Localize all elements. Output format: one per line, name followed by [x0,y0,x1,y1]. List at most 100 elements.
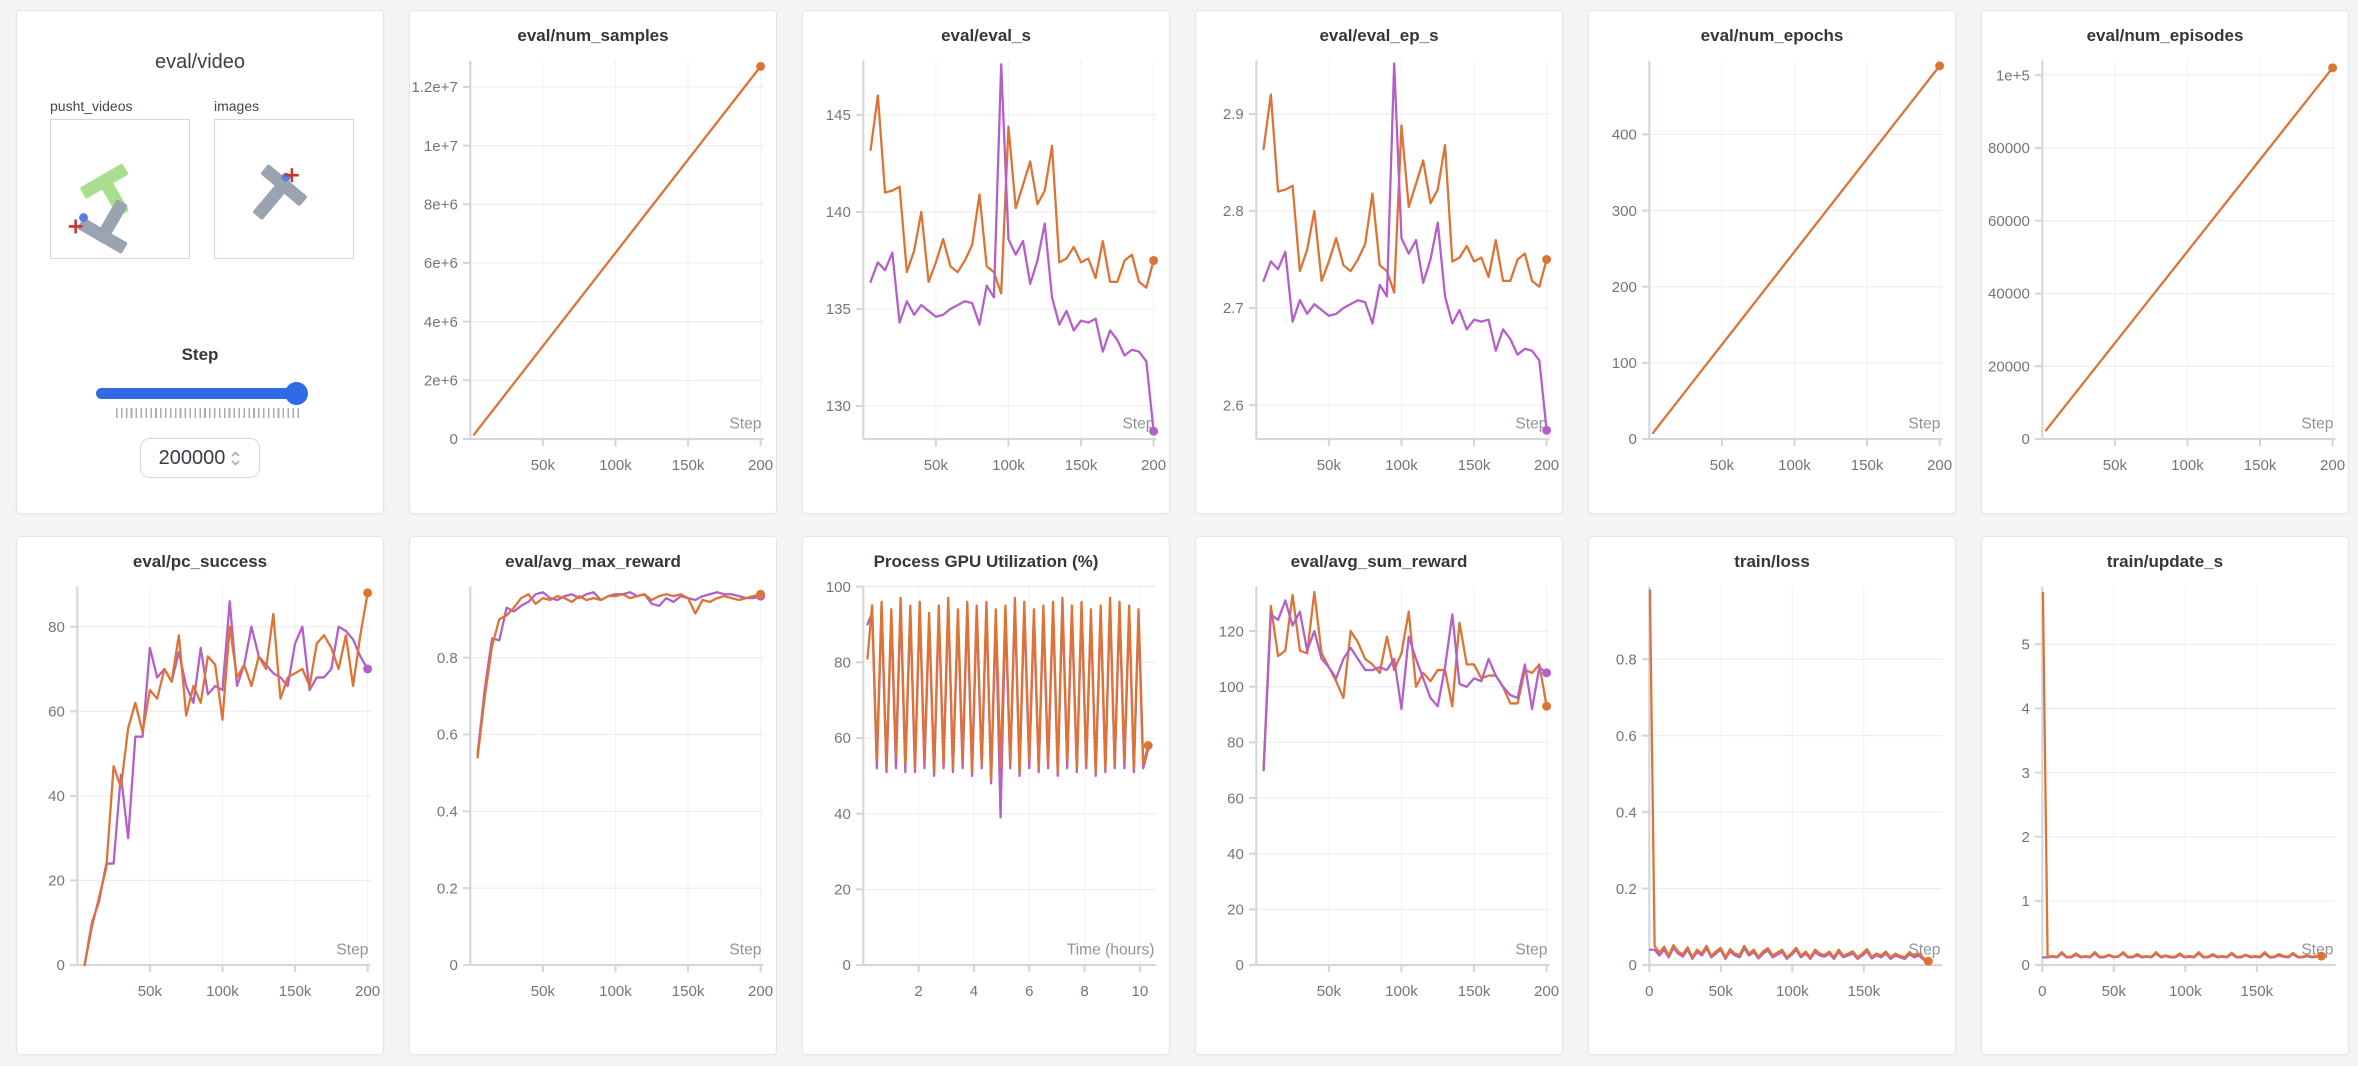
step-number-input[interactable]: 200000 [140,438,260,478]
chart-title: train/loss [1734,552,1810,571]
svg-text:100: 100 [1219,679,1244,696]
panel-eval-avg-sum-reward[interactable]: eval/avg_sum_reward 0 20 40 60 80 100 120 50k 100… [1195,536,1563,1055]
gridlines [1649,60,1943,440]
tick-labels: 0 1 2 3 4 5 0 50k 100k 150k [2021,636,2273,1000]
tick-labels: 130 135 140 145 50k 100k 150k 200 [826,107,1167,474]
tick-labels: 0 20 40 60 80 100 2 4 6 8 10 [826,579,1149,1000]
step-slider[interactable] [96,381,308,405]
svg-text:50k: 50k [2103,457,2128,474]
slider-track[interactable] [96,388,304,399]
slider-tick-ruler [116,408,302,418]
gridlines [1649,586,1943,966]
panel-eval-video[interactable]: eval/video pusht_videos [16,10,384,514]
svg-text:4: 4 [970,983,978,1000]
tick-labels: 0 0.2 0.4 0.6 0.8 0 50k 100k 150k [1616,651,1881,1000]
chevron-up-icon[interactable] [230,450,241,458]
chart-title: train/update_s [2106,552,2224,571]
svg-text:1e+5: 1e+5 [1996,67,2030,84]
svg-text:150k: 150k [2241,983,2274,1000]
media-label: pusht_videos [50,98,133,114]
panel-eval-avg-max-reward[interactable]: eval/avg_max_reward 0 0.2 0.4 0.6 0.8 50k 100k 1… [409,536,777,1055]
tick-labels: 0 100 200 300 400 50k 100k 150k 200 [1612,127,1953,475]
svg-text:150k: 150k [672,983,705,1000]
purple-run-end-dot [1149,426,1159,436]
orange-run-end-dot [1542,701,1552,711]
svg-text:150k: 150k [1458,457,1491,474]
svg-text:50k: 50k [1710,457,1735,474]
svg-text:100k: 100k [992,457,1025,474]
pusht-scene-image [253,164,307,220]
orange-run-end-dot [2316,951,2326,961]
panel-train-update-s[interactable]: train/update_s 0 1 2 3 4 5 0 50k 100k 150k Step [1981,536,2349,1055]
panel-eval-pc-success[interactable]: eval/pc_success 0 20 40 60 80 50k 100k 150k 200 St… [16,536,384,1055]
svg-text:150k: 150k [1065,457,1098,474]
axes [2035,586,2336,973]
panel-train-loss[interactable]: train/loss 0 0.2 0.4 0.6 0.8 0 50k 100k 150k Step [1588,536,1956,1055]
svg-text:20: 20 [834,882,851,899]
svg-text:80: 80 [1227,735,1244,752]
svg-text:100k: 100k [1385,983,1418,1000]
svg-text:0: 0 [449,431,457,448]
panel-eval-num-samples[interactable]: eval/num_samples 0 2e+6 4e+6 6e+6 8e+6 1e+7 1.2… [409,10,777,514]
chart-title: eval/num_samples [517,26,669,45]
svg-text:100: 100 [826,579,851,596]
goal-cross-icon [284,168,299,183]
svg-text:8e+6: 8e+6 [424,197,458,214]
orange-run-end-dot [1923,956,1933,966]
stepper-arrows[interactable] [230,450,241,467]
media-row: pusht_videos [50,98,383,259]
svg-text:150k: 150k [279,983,312,1000]
slider-handle[interactable] [285,382,308,405]
svg-text:50k: 50k [1317,457,1342,474]
svg-text:200: 200 [355,983,380,1000]
svg-text:0.8: 0.8 [437,650,458,667]
axes [1249,586,1550,973]
orange-run-end-dot [1149,255,1159,265]
chart-plot: 130 135 140 145 50k 100k 150k 200 Step [826,60,1167,474]
svg-text:100: 100 [1612,355,1637,372]
purple-run-line [1262,599,1548,772]
svg-text:200: 200 [1612,279,1637,296]
chart-title: eval/eval_s [941,26,1031,45]
panel-gpu-utilization[interactable]: Process GPU Utilization (%) 0 20 40 60 80 100 2… [802,536,1170,1055]
chart-title: eval/avg_max_reward [505,552,681,571]
panel-eval-eval-ep-s[interactable]: eval/eval_ep_s 2.6 2.7 2.8 2.9 50k 100k 150k 200… [1195,10,1563,514]
svg-text:6e+6: 6e+6 [424,255,458,272]
svg-text:4: 4 [2021,701,2029,718]
chart-plot: 0 100 200 300 400 50k 100k 150k 200 Step [1612,60,1953,475]
purple-run-end-dot [1542,425,1552,435]
tick-labels: 0 0.2 0.4 0.6 0.8 50k 100k 150k 200 [437,650,773,1000]
svg-text:135: 135 [826,301,851,318]
gridlines [2042,586,2336,966]
panel-eval-num-episodes[interactable]: eval/num_episodes 0 20000 40000 60000 80000 1e… [1981,10,2349,514]
svg-text:8: 8 [1080,983,1088,1000]
svg-text:50k: 50k [531,457,556,474]
chevron-down-icon[interactable] [230,459,241,467]
panel-eval-num-epochs[interactable]: eval/num_epochs 0 100 200 300 400 50k 100k 150k 2… [1588,10,1956,514]
video-thumbnail[interactable] [50,119,190,259]
panel-eval-eval-s[interactable]: eval/eval_s 130 135 140 145 50k 100k 150k 200 Ste… [802,10,1170,514]
orange-run-line [2044,66,2334,432]
svg-text:2: 2 [2021,829,2029,846]
svg-text:150k: 150k [1848,983,1881,1000]
media-item-pusht-videos: pusht_videos [50,98,190,259]
orange-run-line [866,596,1150,781]
orange-run-line [1651,64,1941,435]
svg-text:40: 40 [834,806,851,823]
media-item-images: images [214,98,354,259]
svg-text:50k: 50k [1317,983,1342,1000]
svg-text:80000: 80000 [1988,140,2030,157]
panel-title: eval/video [154,51,246,73]
svg-text:2.7: 2.7 [1223,300,1244,317]
svg-text:200: 200 [748,457,773,474]
axes [2035,60,2336,447]
image-thumbnail[interactable] [214,119,354,259]
orange-run-end-dot [2328,63,2338,73]
axes [463,586,764,973]
svg-text:300: 300 [1612,203,1637,220]
x-axis-label: Step [729,416,761,433]
tick-labels: 2.6 2.7 2.8 2.9 50k 100k 150k 200 [1223,106,1559,474]
axes [856,585,1157,973]
svg-text:10: 10 [1132,983,1149,1000]
svg-text:140: 140 [826,204,851,221]
